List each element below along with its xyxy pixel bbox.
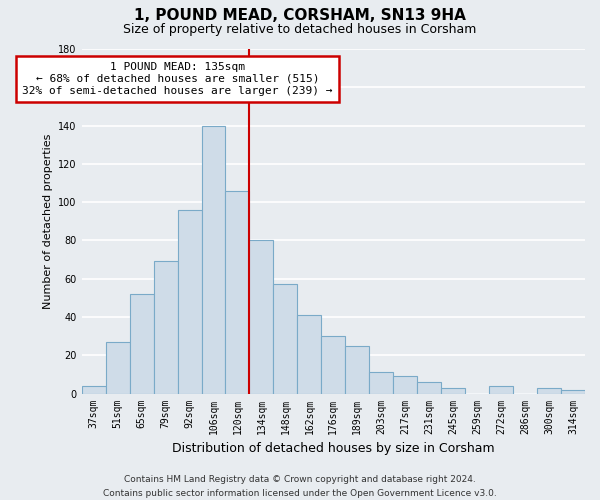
Bar: [561, 390, 585, 394]
Bar: [441, 388, 465, 394]
Bar: [346, 346, 369, 394]
Bar: [130, 294, 154, 394]
Bar: [322, 336, 346, 394]
Text: 1 POUND MEAD: 135sqm
← 68% of detached houses are smaller (515)
32% of semi-deta: 1 POUND MEAD: 135sqm ← 68% of detached h…: [22, 62, 333, 96]
Bar: [226, 190, 250, 394]
Bar: [369, 372, 393, 394]
Bar: [106, 342, 130, 394]
Bar: [82, 386, 106, 394]
Text: 1, POUND MEAD, CORSHAM, SN13 9HA: 1, POUND MEAD, CORSHAM, SN13 9HA: [134, 8, 466, 22]
Bar: [537, 388, 561, 394]
Bar: [154, 262, 178, 394]
Bar: [298, 315, 322, 394]
Text: Size of property relative to detached houses in Corsham: Size of property relative to detached ho…: [124, 22, 476, 36]
Y-axis label: Number of detached properties: Number of detached properties: [43, 134, 53, 309]
Bar: [250, 240, 274, 394]
Bar: [202, 126, 226, 394]
Bar: [274, 284, 298, 394]
Bar: [393, 376, 417, 394]
Bar: [178, 210, 202, 394]
X-axis label: Distribution of detached houses by size in Corsham: Distribution of detached houses by size …: [172, 442, 494, 455]
Text: Contains HM Land Registry data © Crown copyright and database right 2024.
Contai: Contains HM Land Registry data © Crown c…: [103, 476, 497, 498]
Bar: [417, 382, 441, 394]
Bar: [489, 386, 513, 394]
